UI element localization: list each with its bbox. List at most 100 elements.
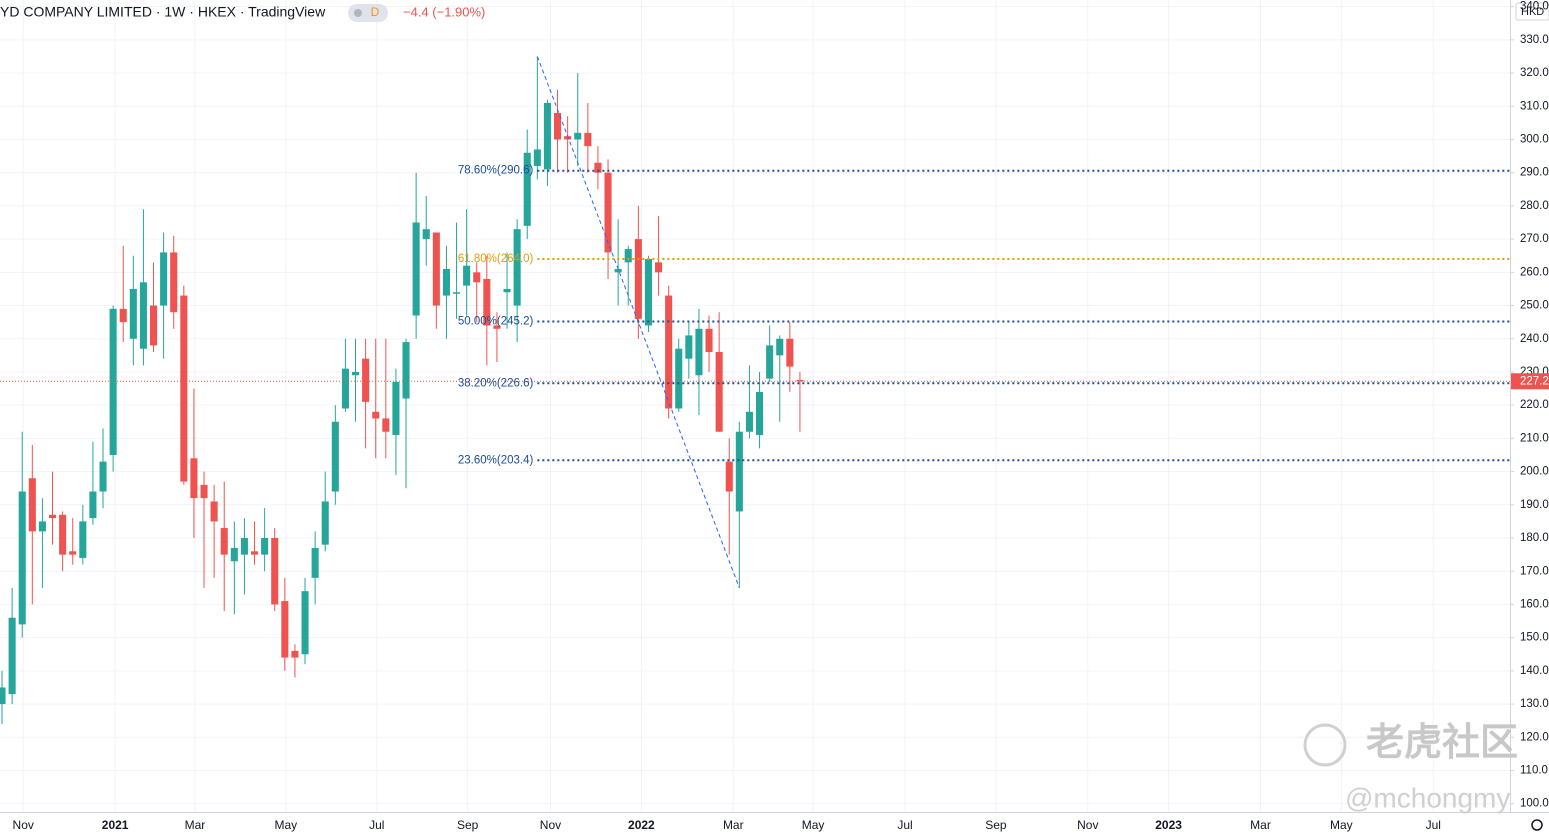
- x-tick-label: Sep: [457, 818, 479, 832]
- candle-body: [584, 132, 592, 147]
- candle-body: [392, 381, 400, 436]
- y-tick-label: 300.0: [1520, 134, 1549, 146]
- y-tick-label: 280.0: [1520, 200, 1549, 212]
- candle-body: [675, 348, 683, 409]
- candle-body: [139, 282, 147, 349]
- candle-body: [503, 288, 511, 293]
- candle-body: [453, 292, 461, 294]
- y-tick-label: 180.0: [1520, 532, 1549, 544]
- candle-body: [715, 352, 723, 432]
- candle-body: [190, 458, 198, 499]
- candle-body: [351, 371, 360, 376]
- candle-body: [129, 288, 137, 339]
- x-tick-label: May: [1330, 818, 1353, 832]
- candle-body: [776, 338, 784, 356]
- watermark: 老虎社区: [1366, 722, 1518, 764]
- y-tick-label: 110.0: [1520, 765, 1548, 777]
- candle-body: [463, 265, 471, 286]
- candle-body: [8, 617, 16, 695]
- candle-body: [180, 295, 188, 482]
- chart-title: YD COMPANY LIMITED · 1W · HKEX · Trading…: [0, 4, 326, 20]
- x-tick-label: Nov: [540, 818, 561, 832]
- badge[interactable]: D: [371, 5, 380, 19]
- candle-body: [745, 411, 753, 432]
- y-tick-label: 200.0: [1520, 466, 1549, 478]
- candle-body: [362, 358, 370, 402]
- badge-bg[interactable]: [348, 4, 388, 22]
- candle-body: [59, 514, 67, 555]
- candle-body: [372, 411, 380, 419]
- x-tick-label: Jul: [1426, 818, 1441, 832]
- last-price-label: 227.2: [1520, 375, 1549, 387]
- candle-body: [594, 162, 602, 173]
- watermark-logo: [1303, 723, 1347, 767]
- candle-body: [281, 601, 289, 658]
- x-tick-label: Sep: [985, 818, 1007, 832]
- candle-body: [442, 269, 450, 296]
- y-tick-label: 250.0: [1520, 300, 1549, 312]
- y-tick-label: 170.0: [1520, 565, 1549, 577]
- candle-body: [331, 421, 339, 492]
- candle-body: [271, 538, 279, 605]
- change-label: −4.4 (−1.90%): [403, 4, 485, 19]
- candle-body: [483, 278, 491, 326]
- watermark: @mchongmy: [1345, 782, 1510, 813]
- fib-label: 78.60%(290.6): [458, 165, 534, 177]
- candle-body: [99, 461, 107, 492]
- x-tick-label: Jul: [369, 818, 384, 832]
- y-tick-label: 120.0: [1520, 731, 1549, 743]
- candle-body: [634, 239, 642, 319]
- candle-body: [311, 547, 319, 578]
- candle-body: [624, 249, 632, 263]
- candle-body: [432, 232, 440, 306]
- currency[interactable]: HKD: [1521, 6, 1544, 18]
- y-tick-label: 270.0: [1520, 233, 1549, 245]
- x-tick-label: Jul: [897, 818, 912, 832]
- y-tick-label: 150.0: [1520, 632, 1549, 644]
- x-tick-label: Nov: [13, 818, 34, 832]
- candle-body: [564, 136, 572, 140]
- candle-body: [735, 431, 743, 512]
- x-tick-label: Mar: [723, 818, 744, 832]
- candle-body: [493, 325, 501, 329]
- y-tick-label: 130.0: [1520, 698, 1549, 710]
- x-tick-label: 2021: [102, 818, 129, 832]
- candle-body: [554, 112, 562, 140]
- currency-box[interactable]: [1515, 2, 1549, 21]
- candle-body: [685, 335, 693, 359]
- candle-body: [38, 521, 46, 532]
- y-tick-label: 290.0: [1520, 167, 1549, 179]
- y-tick-label: 260.0: [1520, 266, 1549, 278]
- y-tick-label: 320.0: [1520, 67, 1549, 79]
- candle-body: [230, 547, 238, 562]
- settings-icon[interactable]: [1531, 819, 1543, 831]
- candle-body: [0, 687, 6, 705]
- badge-dot: [354, 9, 362, 17]
- candle-body: [695, 328, 703, 376]
- candle-body: [250, 551, 259, 555]
- fib-label: 61.80%(264.0): [458, 253, 534, 265]
- y-tick-label: 330.0: [1520, 34, 1549, 46]
- candle-body: [604, 172, 612, 253]
- y-tick-label: 190.0: [1520, 499, 1549, 511]
- candle-body: [160, 252, 168, 306]
- fib-label: 23.60%(203.4): [458, 454, 534, 466]
- y-tick-label: 240.0: [1520, 333, 1549, 345]
- x-tick-label: 2023: [1155, 818, 1182, 832]
- y-tick-label: 310.0: [1520, 100, 1549, 112]
- candle-body: [79, 521, 87, 558]
- x-tick-label: May: [802, 818, 825, 832]
- candle-body: [69, 551, 77, 555]
- candle-body: [321, 501, 329, 545]
- candle-body: [402, 342, 410, 399]
- candle-body: [655, 262, 663, 273]
- candle-body: [513, 229, 521, 306]
- candle-body: [210, 501, 218, 522]
- y-tick-label: 100.0: [1520, 798, 1549, 810]
- candle-body: [341, 368, 349, 409]
- candle-body: [261, 538, 269, 555]
- x-tick-label: Mar: [185, 818, 206, 832]
- candle-body: [533, 149, 541, 167]
